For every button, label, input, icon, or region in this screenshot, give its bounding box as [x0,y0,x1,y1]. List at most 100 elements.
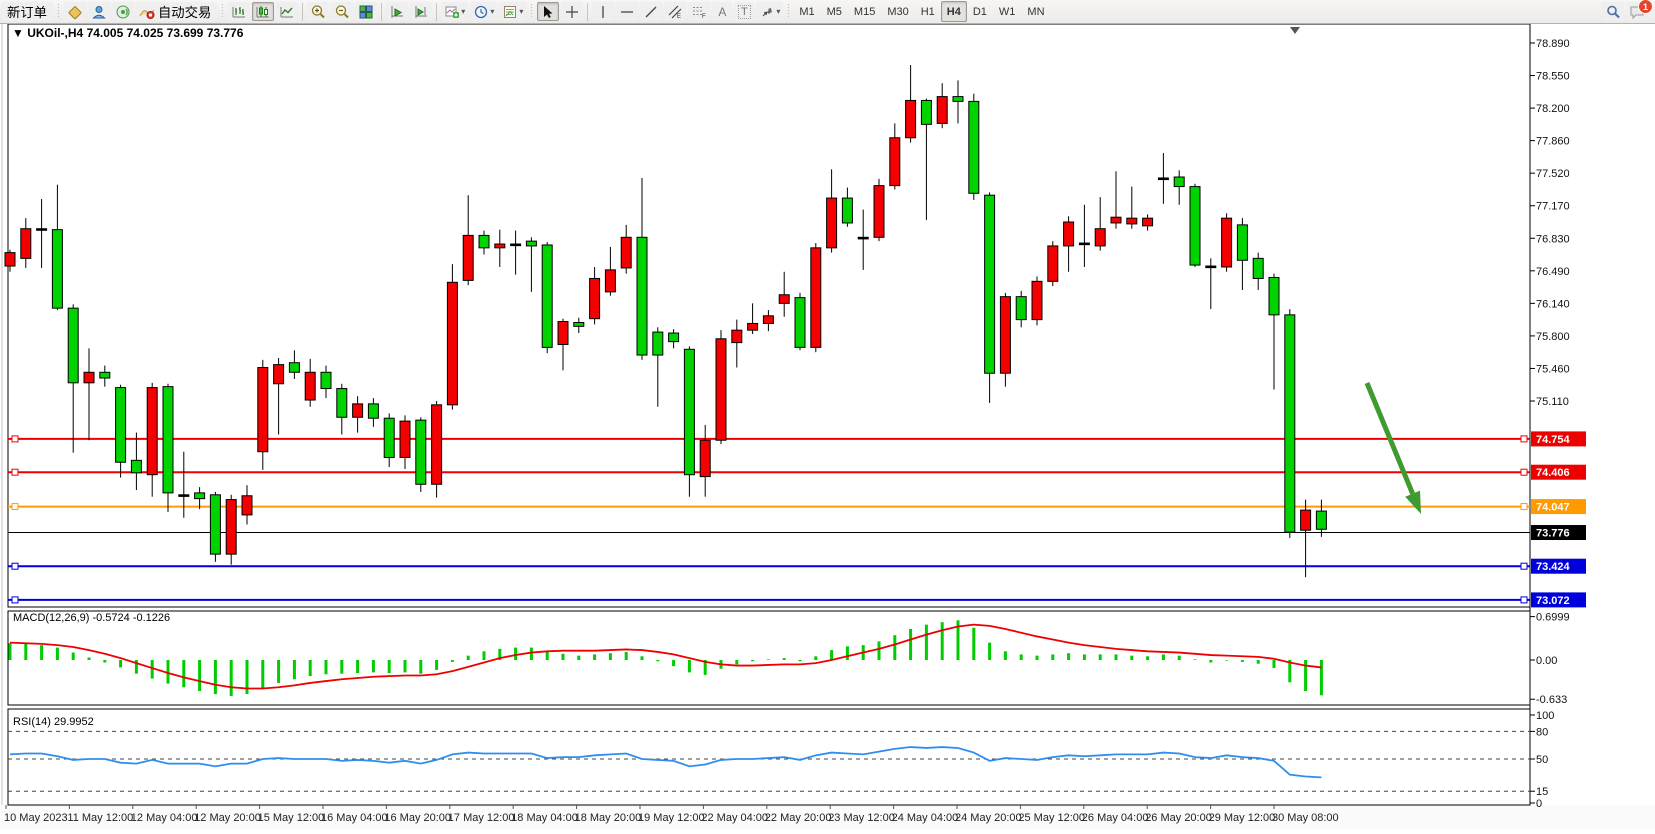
signals-button[interactable] [111,2,134,21]
price-axis[interactable]: 78.890 78.550 78.200 77.860 77.520 77.170 76.8… [1530,38,1586,810]
timeframe-m5[interactable]: M5 [826,5,842,18]
price-tick-label: 78.890 [1536,38,1570,50]
chart-symbol: UKOil-,H4 [27,26,83,40]
chart-shift-button[interactable] [410,2,433,21]
chart-header: ▼ UKOil-,H4 74.005 74.025 73.699 73.776 [12,26,244,40]
tile-windows-button[interactable] [355,2,378,21]
deposit-button[interactable] [63,2,86,21]
bar-chart-button[interactable] [228,2,251,21]
accounts-button[interactable] [87,2,110,21]
vertical-line-icon [595,4,611,20]
panel-frame [7,610,1531,706]
timeframe-h4[interactable]: H4 [940,1,967,22]
templates-button[interactable]: ▾ [499,2,527,21]
line-handle[interactable] [1520,503,1528,511]
search-icon [1605,4,1621,20]
bar-chart-icon [231,4,247,20]
crosshair-button[interactable] [561,2,584,21]
clock-icon [473,4,489,20]
candle [1047,245,1059,282]
equidistant-channel-button[interactable]: E [664,2,687,21]
cursor-button[interactable] [537,2,560,21]
notifications-button[interactable]: 1 [1626,0,1653,21]
chart-shift-marker[interactable] [1290,27,1300,34]
date-label: 26 May 04:00 [1082,812,1149,824]
timeframe-m30[interactable]: M30 [887,5,909,18]
candle [731,329,743,344]
fibonacci-button[interactable]: F [688,2,711,21]
macd-tick-label: -0.633 [1536,694,1567,706]
fibonacci-icon: F [691,4,707,20]
price-line-label [1531,464,1586,480]
date-label: 26 May 20:00 [1145,812,1212,824]
candle [36,228,48,231]
candle [620,236,632,269]
timeframe-mn[interactable]: MN [1027,5,1045,18]
horizontal-line-button[interactable] [616,2,639,21]
date-label: 24 May 20:00 [955,812,1022,824]
toolbar-grip[interactable] [786,4,792,19]
date-label: 25 May 12:00 [1018,812,1085,824]
down-arrow-head[interactable] [1405,490,1421,514]
arrows-tool-button[interactable]: ▾ [756,2,784,21]
candle [99,371,111,379]
trendline-button[interactable] [640,2,663,21]
macd-signal-line [9,623,1322,690]
timeframe-w1[interactable]: W1 [998,5,1016,18]
arrow-annotation[interactable] [1364,382,1421,514]
auto-trading-button[interactable]: 自动交易 [135,2,218,21]
candle [146,387,158,476]
candle [1157,177,1169,181]
svg-text:E: E [677,14,681,20]
down-arrow-line[interactable] [1364,382,1415,495]
candle [604,269,616,293]
timeframe-m1[interactable]: M1 [799,5,815,18]
timeframe-d1[interactable]: D1 [972,5,987,18]
toolbar-grip[interactable] [220,4,226,19]
line-handle[interactable] [1520,468,1528,476]
auto-scroll-button[interactable] [386,2,409,21]
candle [557,321,569,346]
toolbar-grip[interactable] [529,4,535,19]
rsi-tick-label: 0 [1536,798,1542,810]
zoom-out-button[interactable] [331,2,354,21]
channel-icon: E [667,4,683,20]
rsi-tick-label: 100 [1536,710,1554,722]
candle [415,419,427,485]
text-tool-button[interactable]: A [712,2,733,21]
line-handle[interactable] [11,503,19,511]
line-handle[interactable] [11,435,19,443]
candle [1300,509,1312,531]
new-order-button[interactable]: 新订单 [1,2,53,21]
candle [130,459,142,474]
timeframe-h1[interactable]: H1 [920,5,935,18]
candle [304,371,316,401]
line-handle[interactable] [11,596,19,604]
line-handle[interactable] [11,468,19,476]
text-label-button[interactable]: T [734,2,755,21]
candle [1110,216,1122,224]
zoom-in-button[interactable] [307,2,330,21]
periods-button[interactable]: ▾ [470,2,498,21]
vertical-line-button[interactable] [592,2,615,21]
price-tick-label: 77.170 [1536,201,1570,213]
toolbar-grip[interactable] [55,4,61,19]
price-line-label-text: 73.776 [1536,528,1570,540]
chart-canvas[interactable]: 78.890 78.550 78.200 77.860 77.520 77.170 76.8… [0,23,1655,829]
line-handle[interactable] [11,562,19,570]
timeframe-m15[interactable]: M15 [853,5,876,18]
line-handle[interactable] [1520,435,1528,443]
line-handle[interactable] [1520,596,1528,604]
candle [762,315,774,324]
candle [636,236,648,356]
tile-windows-icon [358,4,374,20]
candlestick-chart-button[interactable] [252,2,275,21]
search-button[interactable] [1602,2,1624,21]
date-label: 11 May 12:00 [67,812,133,824]
price-line-label [1531,431,1586,447]
line-handle[interactable] [1520,562,1528,570]
line-chart-button[interactable] [276,2,299,21]
rsi-label: RSI(14) 29.9952 [13,716,94,728]
indicators-button[interactable]: ▾ [441,2,469,21]
